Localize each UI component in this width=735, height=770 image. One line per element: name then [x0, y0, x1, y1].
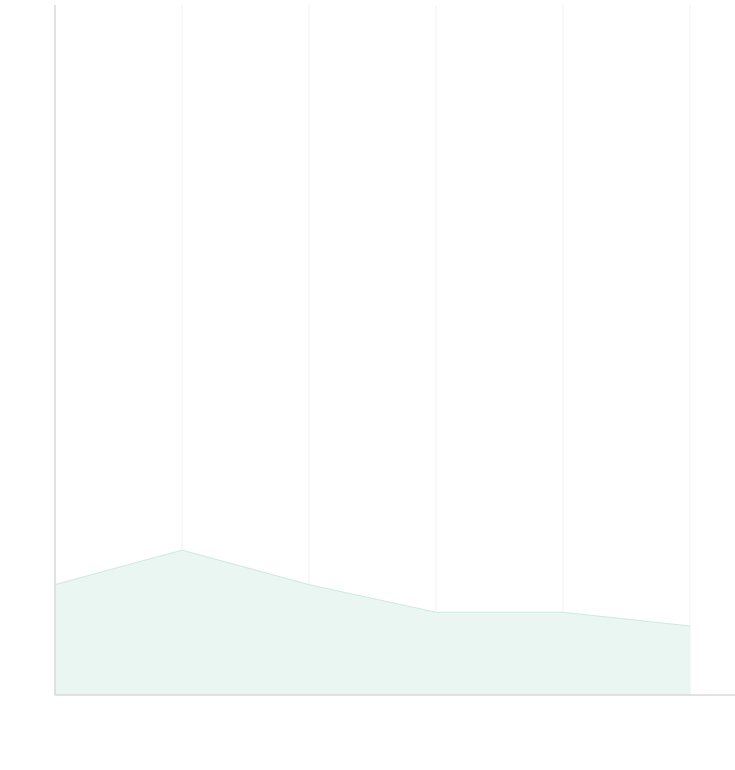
area [55, 550, 690, 695]
area-line [54, 549, 691, 627]
